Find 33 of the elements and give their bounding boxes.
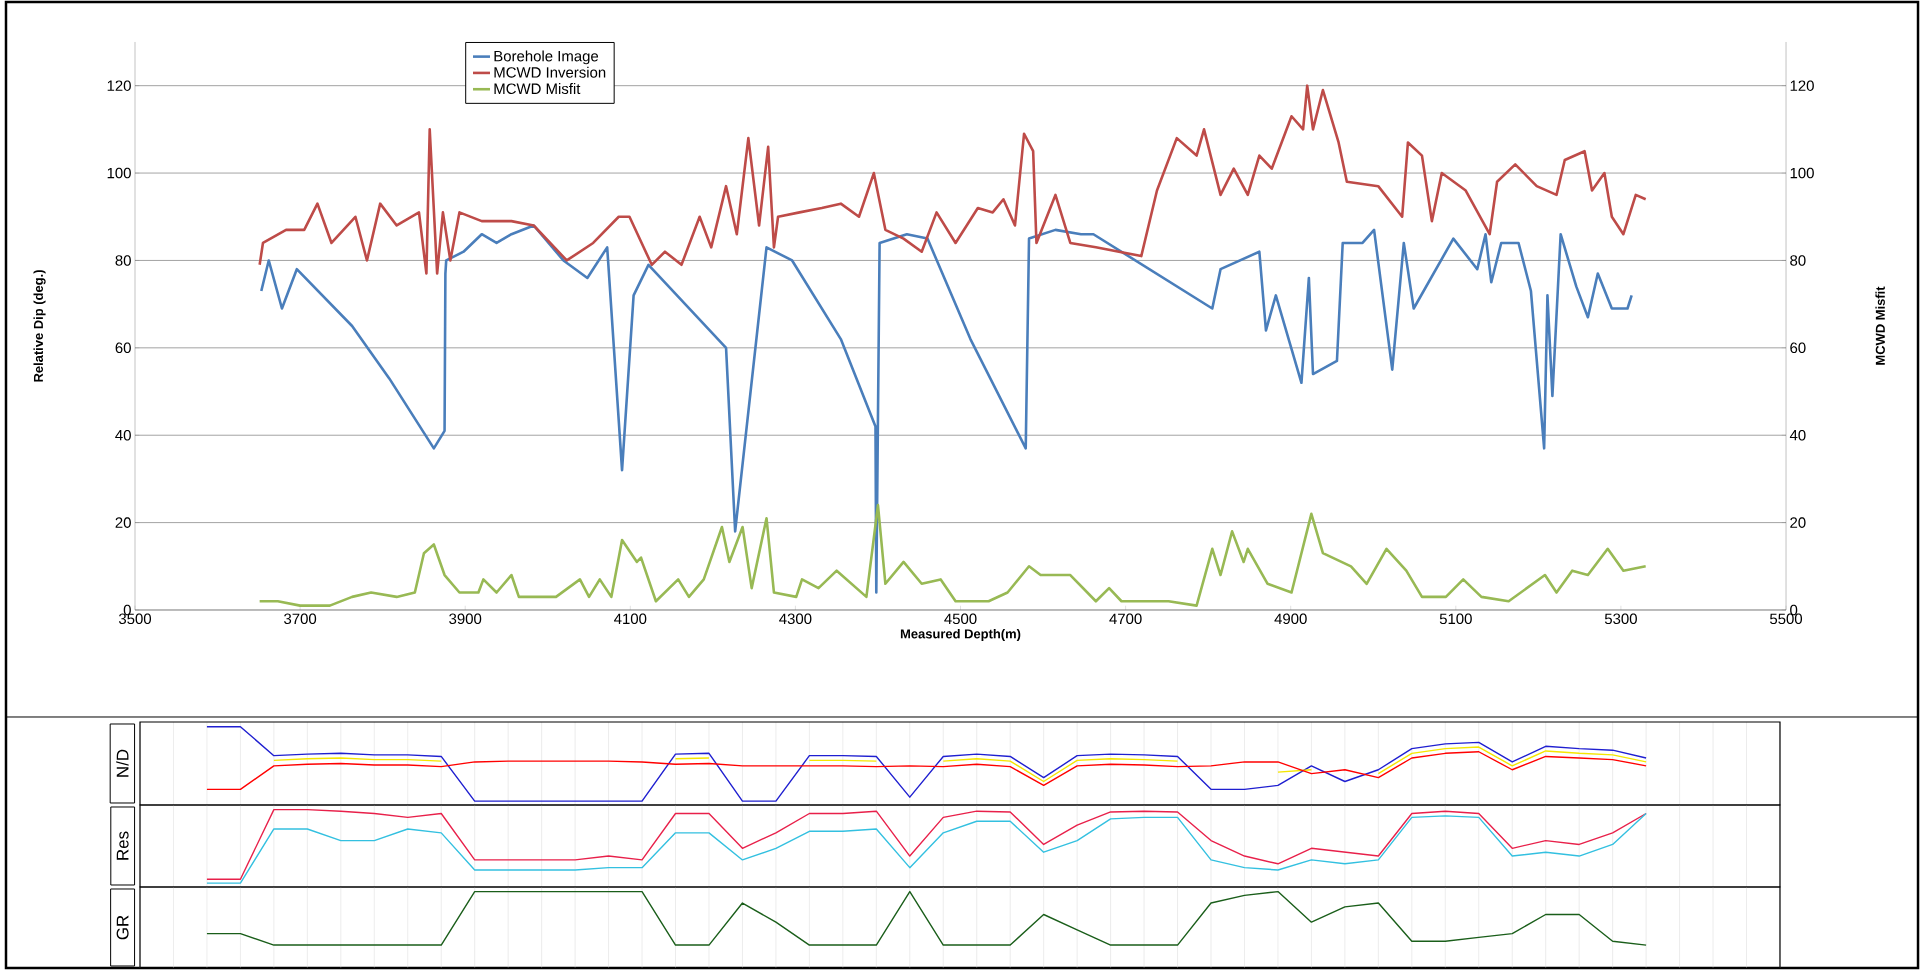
y2-tick-label: 100 [1790,167,1814,179]
x-tick-label: 4500 [944,613,977,625]
x-axis-title: Measured Depth(m) [900,628,1021,642]
y-tick-label: 80 [115,255,131,266]
x-tick-label: 5100 [1439,613,1472,625]
y2-tick-label: 80 [1790,255,1806,266]
x-tick-label: 4300 [779,613,812,625]
line-series [260,224,1633,594]
y-axis-title: Relative Dip (deg.) [33,270,46,382]
x-tick-label: 3900 [449,613,482,625]
y-tick-label: 40 [115,429,131,441]
x-tick-label: 4700 [1109,613,1142,625]
line-series [258,84,1647,275]
y-tick-label: 120 [107,80,131,91]
y2-tick-label: 120 [1790,80,1814,91]
y-axis-title: Res [116,831,129,860]
legend-label: MCWD Inversion [494,66,606,78]
x-tick-label: 3700 [284,613,317,625]
y-axis-title: N/D [116,749,129,777]
y-tick-label: 20 [115,517,131,528]
y-tick-label: 60 [115,342,131,354]
y2-axis-title: MCWD Misfit [1875,286,1885,365]
y-tick-label: 100 [107,167,131,179]
y2-tick-label: 60 [1790,342,1806,354]
line-series [258,503,1647,607]
x-tick-label: 5300 [1604,613,1637,625]
legend-label: MCWD Misfit [494,83,581,95]
y-axis-title: GR [116,915,129,940]
x-tick-label: 4100 [614,613,647,625]
y2-tick-label: 40 [1789,429,1806,441]
legend-label: Borehole Image [494,50,599,65]
y2-tick-label: 20 [1790,517,1806,528]
x-tick-label: 4900 [1274,613,1307,625]
